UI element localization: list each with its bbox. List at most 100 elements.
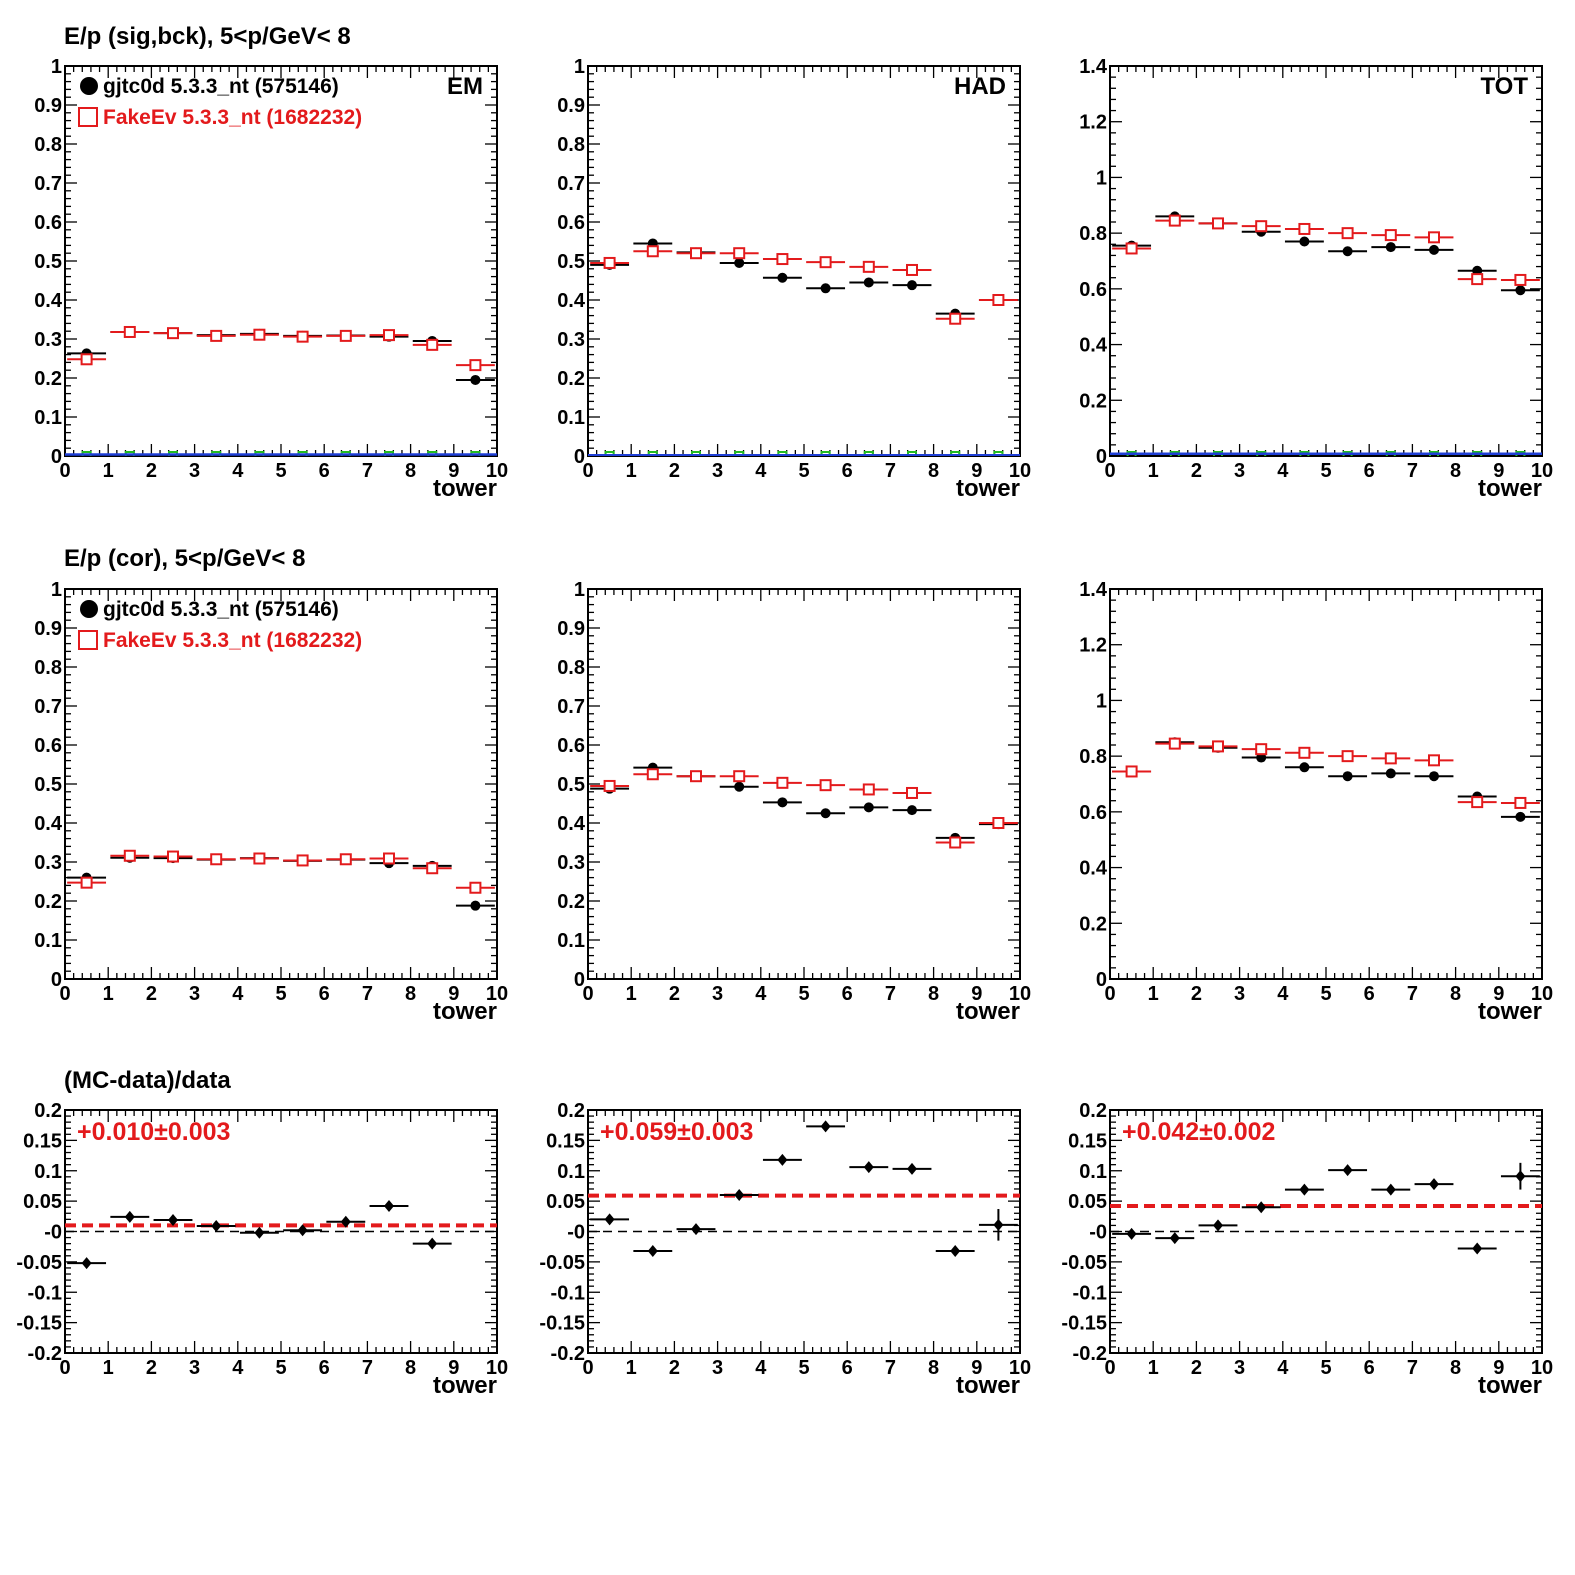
- x-tick-label: 9: [971, 460, 982, 482]
- y-tick-label: 0: [1096, 446, 1107, 468]
- y-tick-label: 0.7: [557, 173, 585, 195]
- ratio-point: [1429, 1178, 1439, 1191]
- y-tick-label: 0.4: [34, 813, 63, 835]
- x-tick-label: 2: [669, 460, 680, 482]
- x-tick-label: 6: [319, 460, 330, 482]
- y-tick-label: 0.8: [557, 134, 585, 156]
- series-mc: [67, 849, 495, 894]
- legend-mc-label: FakeEv 5.3.3_nt (1682232): [103, 629, 362, 652]
- mc-point: [1298, 222, 1311, 235]
- y-tick-label: 0.2: [1079, 1100, 1107, 1122]
- y-tick-label: -0.05: [539, 1252, 585, 1274]
- x-tick-label: 9: [971, 983, 982, 1005]
- y-tick-label: 1.4: [1079, 579, 1108, 601]
- x-tick-label: 8: [1450, 983, 1461, 1005]
- x-tick-label: 8: [1450, 1357, 1461, 1379]
- x-axis-label: tower: [956, 1372, 1020, 1399]
- x-tick-label: 8: [928, 983, 939, 1005]
- y-tick-label: -0: [1089, 1222, 1107, 1244]
- y-tick-label: 0.1: [557, 930, 585, 952]
- x-tick-label: 4: [232, 460, 244, 482]
- x-tick-label: 3: [189, 1357, 200, 1379]
- mc-point: [1341, 227, 1354, 240]
- y-tick-label: -0.05: [1061, 1252, 1107, 1274]
- panel-label: HAD: [954, 73, 1006, 100]
- series-data: [1112, 1162, 1540, 1255]
- y-tick-label: 0.9: [34, 618, 62, 640]
- ratio-point: [1342, 1164, 1353, 1177]
- data-point: [907, 805, 917, 816]
- panel-label: TOT: [1480, 73, 1528, 100]
- data-point: [1342, 246, 1353, 257]
- ratio-point: [950, 1244, 961, 1257]
- y-tick-label: 0.7: [34, 696, 62, 718]
- data-point: [777, 272, 788, 283]
- x-tick-label: 3: [189, 460, 200, 482]
- y-tick-label: 0.2: [34, 368, 62, 390]
- mc-point: [339, 329, 352, 342]
- data-point: [1299, 236, 1310, 247]
- green-point: [1429, 451, 1439, 456]
- series-mc: [1112, 214, 1540, 286]
- legend-data-label: gjtc0d 5.3.3_nt (575146): [103, 75, 339, 98]
- ratio-point: [340, 1215, 351, 1228]
- y-tick-label: 1: [51, 56, 62, 78]
- x-tick-label: 3: [712, 460, 723, 482]
- x-tick-label: 9: [1493, 983, 1504, 1005]
- x-tick-label: 4: [1277, 1357, 1289, 1379]
- plot-area: [65, 325, 497, 456]
- mc-point: [253, 328, 266, 341]
- y-tick-label: 0.3: [34, 329, 62, 351]
- x-tick-label: 5: [798, 460, 809, 482]
- green-point: [340, 451, 351, 456]
- mc-point: [1255, 220, 1268, 233]
- green-point: [1256, 451, 1267, 456]
- y-tick-label: 1: [51, 579, 62, 601]
- y-tick-label: 0.5: [557, 774, 585, 796]
- ratio-point: [168, 1213, 178, 1226]
- y-tick-label: 0.2: [557, 368, 585, 390]
- mc-point: [426, 338, 439, 351]
- ratio-point: [1126, 1227, 1137, 1240]
- green-point: [254, 451, 265, 456]
- y-tick-label: 0: [574, 969, 585, 991]
- mc-point: [776, 776, 789, 789]
- green-point: [993, 451, 1004, 456]
- fit-result-label: +0.059±0.003: [600, 1118, 753, 1146]
- x-tick-label: 6: [842, 1357, 853, 1379]
- ratio-point: [907, 1162, 917, 1175]
- green-point: [211, 451, 222, 456]
- green-point: [820, 451, 831, 456]
- data-point: [1515, 285, 1526, 296]
- mc-point: [733, 247, 746, 260]
- ratio-point: [1385, 1183, 1396, 1196]
- x-tick-label: 7: [362, 460, 373, 482]
- y-tick-label: 0.2: [1079, 913, 1107, 935]
- y-tick-label: 0.9: [557, 95, 585, 117]
- y-tick-label: 0.15: [1068, 1130, 1107, 1152]
- legend-data-label: gjtc0d 5.3.3_nt (575146): [103, 598, 339, 621]
- x-tick-label: 2: [146, 1357, 157, 1379]
- y-tick-label: 0.6: [1079, 802, 1107, 824]
- mc-point: [210, 329, 223, 342]
- x-tick-label: 0: [582, 983, 593, 1005]
- y-tick-label: 0.15: [546, 1130, 585, 1152]
- mc-point: [949, 312, 962, 325]
- y-tick-label: 0.2: [34, 891, 62, 913]
- y-tick-label: 0.2: [1079, 390, 1107, 412]
- data-point: [1429, 771, 1439, 782]
- data-point: [863, 277, 874, 288]
- y-tick-label: 0.8: [1079, 746, 1107, 768]
- series-mc: [590, 245, 1018, 325]
- x-tick-label: 0: [1104, 460, 1115, 482]
- y-tick-label: 0.5: [34, 251, 62, 273]
- plot-area: [1110, 211, 1542, 456]
- y-tick-label: 0.9: [34, 95, 62, 117]
- y-tick-label: 0.05: [546, 1191, 585, 1213]
- y-tick-label: 0.4: [1079, 858, 1108, 880]
- x-tick-label: 2: [1191, 1357, 1202, 1379]
- data-point: [1385, 242, 1396, 253]
- y-tick-label: 0.15: [23, 1130, 62, 1152]
